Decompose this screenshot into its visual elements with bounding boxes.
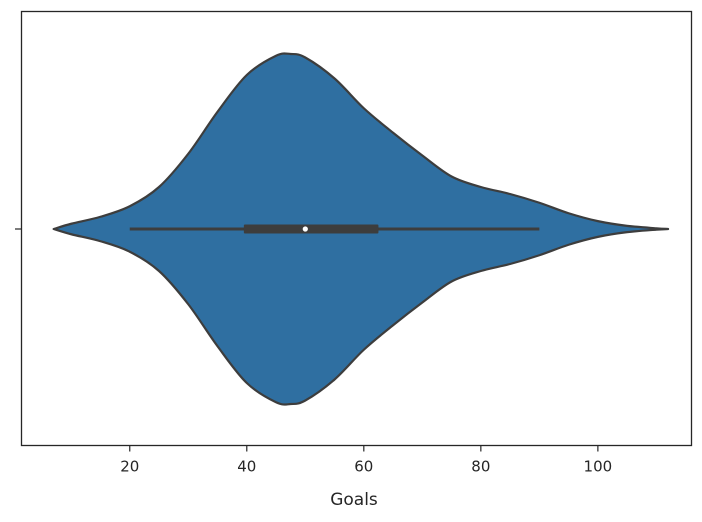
x-tick-label: 40 [237, 458, 256, 476]
x-axis: 20 40 60 80 100 [120, 445, 613, 476]
violin-layer [52, 52, 670, 406]
x-tick-label: 100 [584, 458, 613, 476]
median-point [302, 226, 308, 232]
x-tick-label: 80 [471, 458, 490, 476]
x-tick-label: 60 [354, 458, 373, 476]
iqr-box [243, 224, 379, 234]
x-tick-label: 20 [120, 458, 139, 476]
x-axis-label: Goals [330, 490, 378, 510]
